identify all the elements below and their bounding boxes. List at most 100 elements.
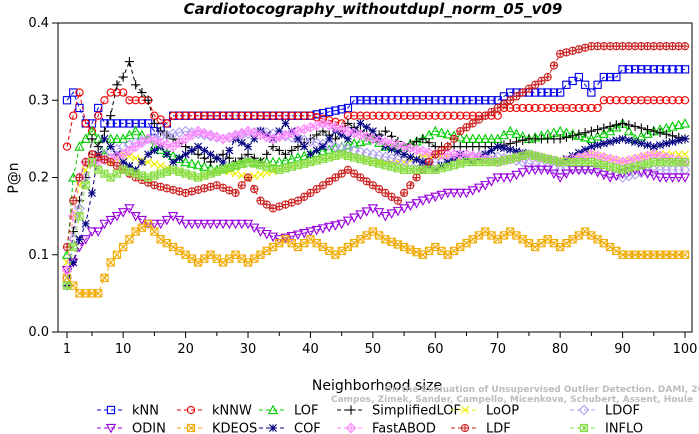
point-cof [406,152,415,161]
series-odin [61,165,691,276]
x-tick-label: 30 [240,342,257,357]
point-lof [673,119,684,130]
point-ldof [167,128,179,140]
point-odin [598,170,609,181]
point-knnw [462,111,471,120]
point-knn [356,96,365,105]
point-knn [680,65,690,74]
point-knnw [300,111,309,120]
point-cof [612,136,621,145]
point-knnw [362,111,371,120]
point-knnw [225,111,234,120]
point-knnw [193,111,203,120]
point-knnw [187,111,196,120]
point-lof [592,130,603,141]
point-odin [336,219,347,230]
point-knnw [393,111,402,120]
point-odin [523,165,535,176]
legend-item-lof: LOF [259,404,319,419]
point-fastabod [355,129,366,141]
point-odin [380,211,391,222]
point-knnw [643,96,652,105]
point-simplifiedlof [511,137,522,147]
point-knnw [62,142,72,151]
point-knn [112,119,122,128]
point-knn [549,88,559,97]
point-ldof [623,170,635,182]
point-cof [106,142,115,151]
point-ldf [443,142,452,151]
point-knn [62,96,72,105]
point-knn [437,96,446,105]
point-ldf [537,76,546,86]
point-ldf [250,184,259,194]
legend-label: SimplifiedLOF [372,404,461,419]
point-knn [649,65,658,74]
point-simplifiedlof [99,126,110,136]
point-ldf [468,119,477,128]
point-cof [162,150,171,159]
point-ldf [262,200,271,209]
point-ldf [318,181,328,190]
legend-label: kNN [132,404,159,419]
point-knn [605,72,615,82]
series-layer [61,42,691,298]
point-knnw [356,111,365,120]
point-knnw [200,111,209,120]
point-simplifiedlof [586,126,596,136]
point-knnw [94,111,103,120]
point-simplifiedlof [287,145,297,156]
point-simplifiedlof [630,121,640,132]
point-ldof [529,159,541,171]
point-cof [181,150,190,159]
series-line-knn [66,68,685,132]
point-knn [624,65,633,74]
y-tick-label: 0.2 [28,171,49,186]
point-knnw [250,111,259,120]
point-odin [199,219,210,230]
point-ldf [506,96,515,105]
point-ldf [393,196,402,205]
point-ldf [680,42,690,51]
point-knnw [125,96,134,105]
point-knnw [574,103,584,113]
point-simplifiedlof [593,125,603,135]
legend-marker [579,423,589,433]
point-loop [150,159,159,168]
point-odin [654,173,666,183]
point-knnw [449,111,459,120]
point-knnw [549,103,559,113]
point-odin [224,219,235,230]
x-tick-label: 100 [673,342,698,357]
point-ldf [381,188,390,198]
point-odin [511,170,522,181]
point-knnw [399,111,409,120]
point-simplifiedlof [137,87,147,98]
point-cof [618,134,627,143]
point-simplifiedlof [642,125,653,135]
point-fastabod [392,139,404,151]
legend-item-simplifiedlof: SimplifiedLOF [337,404,461,419]
point-cof [150,146,159,155]
point-knnw [612,96,621,105]
series-inflo [62,150,690,290]
point-simplifiedlof [149,118,159,129]
x-tick-label: 40 [302,342,319,357]
point-knn [655,65,665,74]
point-lof [623,125,634,136]
point-fastabod [124,145,135,156]
point-ldof [330,141,341,152]
point-knnw [256,111,265,120]
point-knn [630,65,640,74]
point-simplifiedlof [224,153,234,163]
point-simplifiedlof [380,126,390,136]
point-simplifiedlof [605,121,615,132]
point-odin [161,215,172,226]
point-lof [667,121,678,131]
point-kdeos [112,250,122,259]
point-fastabod [142,133,154,145]
point-ldf [362,177,371,186]
legend-item-loop: LoOP [451,404,519,419]
point-cof [225,146,234,155]
point-knn [75,103,84,113]
